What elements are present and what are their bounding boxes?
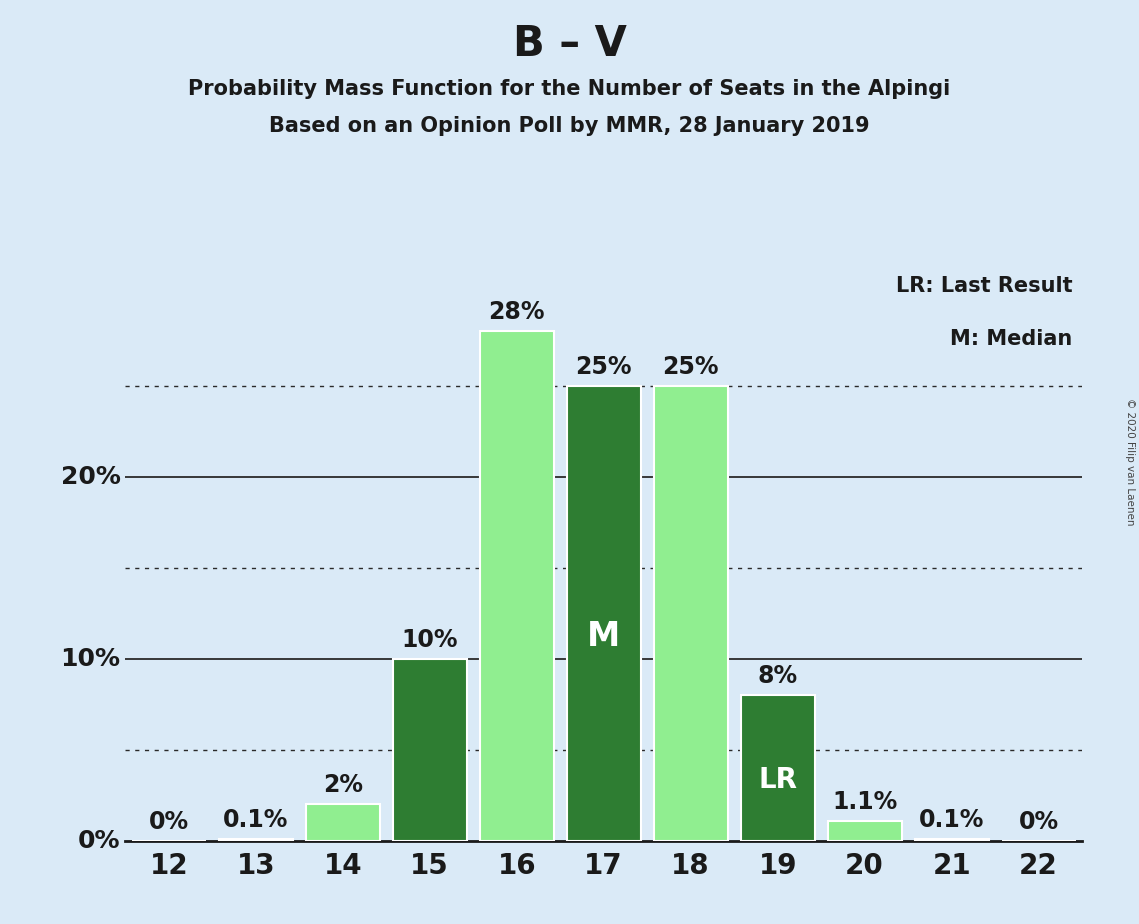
- Text: 10%: 10%: [60, 647, 121, 671]
- Text: 1.1%: 1.1%: [831, 789, 898, 813]
- Bar: [480, 332, 554, 841]
- Text: 0.1%: 0.1%: [223, 808, 288, 832]
- Text: Based on an Opinion Poll by MMR, 28 January 2019: Based on an Opinion Poll by MMR, 28 Janu…: [269, 116, 870, 136]
- Text: 25%: 25%: [575, 355, 632, 379]
- Text: 8%: 8%: [757, 664, 797, 688]
- Text: 2%: 2%: [322, 773, 362, 797]
- Text: 28%: 28%: [489, 300, 544, 324]
- Text: M: Median: M: Median: [950, 329, 1073, 348]
- Text: 20%: 20%: [60, 465, 121, 489]
- Text: 0%: 0%: [149, 809, 189, 833]
- Bar: [654, 386, 728, 841]
- Text: 25%: 25%: [663, 355, 719, 379]
- Bar: [740, 695, 814, 841]
- Text: 0%: 0%: [1018, 809, 1058, 833]
- Bar: [828, 821, 902, 841]
- Text: 0.1%: 0.1%: [919, 808, 984, 832]
- Text: © 2020 Filip van Laenen: © 2020 Filip van Laenen: [1125, 398, 1134, 526]
- Bar: [915, 839, 989, 841]
- Text: Probability Mass Function for the Number of Seats in the Alpingi: Probability Mass Function for the Number…: [188, 79, 951, 99]
- Bar: [567, 386, 640, 841]
- Text: 0%: 0%: [77, 829, 121, 853]
- Text: B – V: B – V: [513, 23, 626, 65]
- Bar: [305, 805, 379, 841]
- Text: M: M: [587, 620, 621, 652]
- Bar: [393, 659, 467, 841]
- Text: 10%: 10%: [401, 627, 458, 651]
- Text: LR: LR: [759, 766, 797, 794]
- Text: LR: Last Result: LR: Last Result: [896, 276, 1073, 297]
- Bar: [219, 839, 293, 841]
